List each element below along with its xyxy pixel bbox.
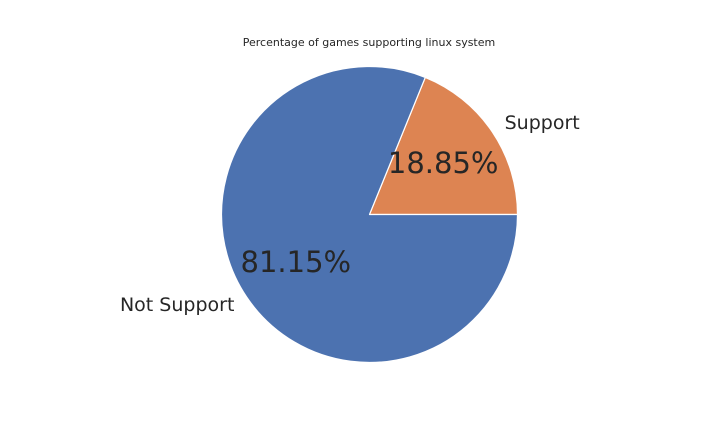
pie-slices — [220, 65, 519, 364]
chart-title: Percentage of games supporting linux sys… — [243, 36, 495, 49]
pie-pct-label-support: 18.85% — [388, 146, 499, 180]
pie-slice-not-support — [220, 65, 519, 364]
pie-pct-label-not-support: 81.15% — [241, 245, 352, 279]
pie-labels: Support 18.85% Not Support 81.15% — [120, 112, 580, 316]
pie-label-support: Support — [505, 112, 580, 134]
pie-label-not-support: Not Support — [120, 294, 234, 316]
pie-slice-support — [368, 76, 519, 216]
